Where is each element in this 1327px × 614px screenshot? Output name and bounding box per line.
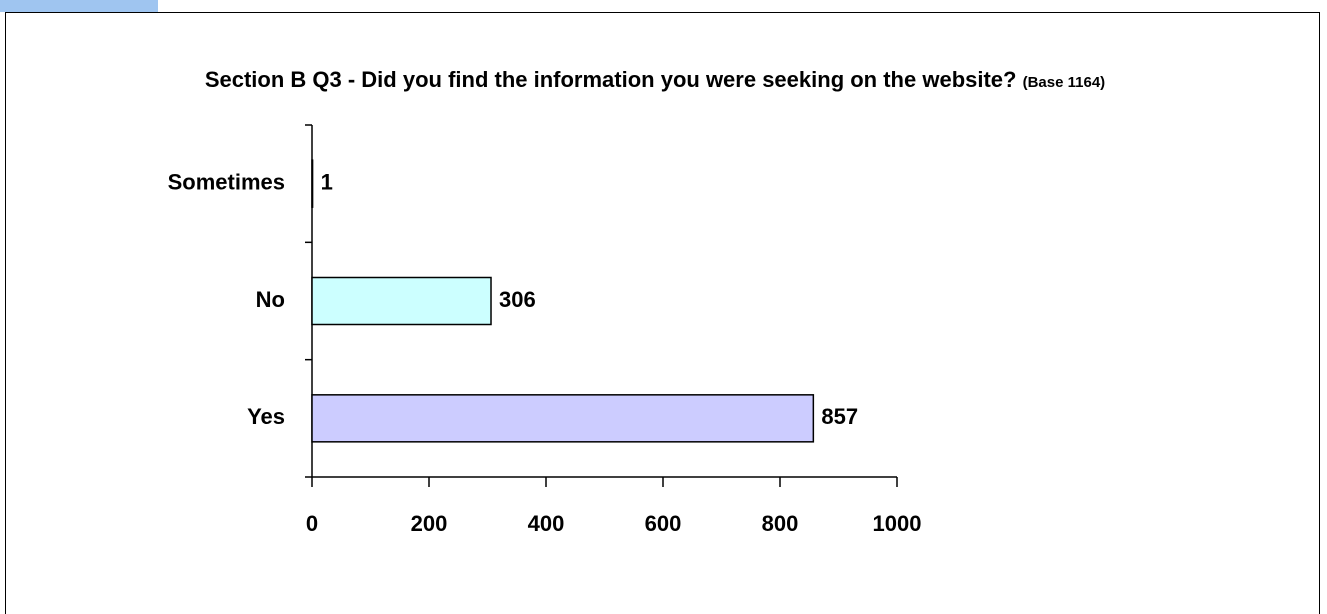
chart-title: Section B Q3 - Did you find the informat… [204,67,1017,92]
data-label: 857 [821,404,858,429]
chart-title-block: Section B Q3 - Did you find the informat… [165,66,1145,96]
y-tick-label: Sometimes [168,169,285,194]
tab [0,0,158,12]
chart-subtitle: (Base 1164) [1022,74,1106,91]
y-tick-label: No [256,287,285,312]
data-label: 306 [499,287,536,312]
bar [311,394,815,443]
x-tick-label: 0 [306,511,318,536]
x-tick-label: 200 [411,511,448,536]
bar [311,159,314,208]
x-tick-label: 800 [762,511,799,536]
x-tick-label: 600 [645,511,682,536]
x-tick-label: 1000 [873,511,922,536]
y-tick-label: Yes [247,404,285,429]
bar [311,276,492,326]
x-tick-label: 400 [528,511,565,536]
data-label: 1 [321,169,333,194]
chart-frame [5,12,1320,614]
